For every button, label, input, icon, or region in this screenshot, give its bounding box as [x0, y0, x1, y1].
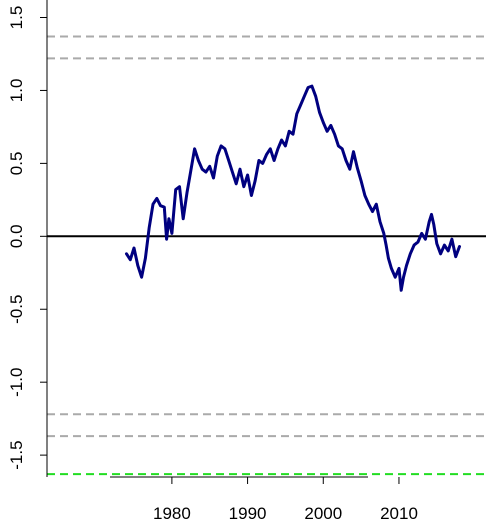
reference-lines [47, 35, 486, 476]
series-layer [125, 84, 461, 292]
y-tick-label: 0.0 [7, 224, 26, 248]
x-tick-label: 1990 [229, 504, 267, 523]
y-ticks: -1.5 -1.0 -0.5 0.0 0.5 1.0 1.5 [7, 6, 47, 470]
x-ticks: 1980 1990 2000 2010 [153, 477, 418, 523]
y-tick-label: 1.0 [7, 79, 26, 103]
x-tick-label: 2010 [380, 504, 418, 523]
x-tick-label: 2000 [304, 504, 342, 523]
y-tick-label: 1.5 [7, 6, 26, 30]
x-tick-label: 1980 [153, 504, 191, 523]
y-tick-label: -0.5 [7, 295, 26, 324]
axes [46, 0, 368, 478]
y-tick-label: 0.5 [7, 152, 26, 176]
y-tick-label: -1.5 [7, 440, 26, 469]
series-line-0 [125, 84, 461, 292]
y-tick-label: -1.0 [7, 368, 26, 397]
